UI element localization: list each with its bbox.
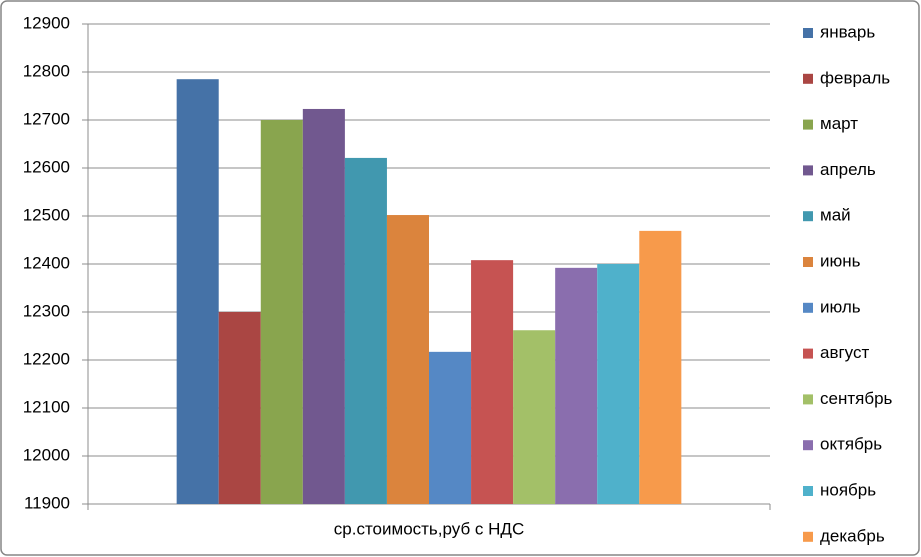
legend-swatch: [803, 348, 813, 359]
bar: [513, 330, 556, 504]
legend-swatch: [803, 28, 813, 38]
legend-label: март: [820, 114, 858, 133]
legend-swatch: [803, 119, 813, 130]
legend-label: август: [820, 343, 869, 362]
legend-label: октябрь: [820, 435, 882, 454]
legend-swatch: [803, 440, 813, 451]
legend-swatch: [803, 531, 813, 542]
y-tick-label: 12800: [23, 61, 70, 80]
y-tick-label: 11900: [24, 493, 70, 512]
bar: [639, 230, 682, 504]
legend-swatch: [803, 211, 813, 222]
y-tick-label: 12500: [23, 205, 70, 224]
legend-swatch: [803, 257, 813, 267]
legend-label: апрель: [820, 160, 876, 179]
bar: [302, 108, 345, 505]
bar: [555, 267, 598, 504]
legend-label: декабрь: [820, 526, 885, 545]
bar: [429, 351, 472, 504]
bar: [597, 264, 640, 504]
y-tick-label: 12600: [23, 157, 70, 176]
y-tick-label: 12100: [23, 397, 70, 416]
legend-swatch: [803, 394, 813, 405]
legend-label: май: [820, 206, 851, 225]
bar: [344, 157, 387, 505]
bar: [260, 120, 303, 504]
bar: [218, 312, 261, 504]
y-tick-label: 12200: [23, 349, 70, 368]
bar: [386, 215, 429, 505]
legend-swatch: [803, 165, 813, 176]
legend-label: сентябрь: [820, 389, 893, 408]
legend-label: июнь: [820, 251, 861, 270]
y-tick-label: 12300: [23, 301, 70, 320]
bar: [176, 79, 219, 504]
y-tick-label: 12000: [23, 445, 70, 464]
y-tick-label: 12900: [23, 13, 70, 32]
bar: [471, 260, 514, 504]
legend-label: июль: [820, 297, 861, 316]
legend-swatch: [803, 486, 813, 496]
legend-swatch: [803, 73, 813, 84]
legend-swatch: [803, 302, 813, 313]
x-tick-label: ср.стоимость,руб с НДС: [334, 519, 524, 538]
legend-label: февраль: [820, 68, 890, 87]
legend-label: ноябрь: [820, 480, 876, 499]
y-tick-label: 12400: [23, 253, 70, 272]
legend-label: январь: [820, 22, 875, 41]
y-tick-label: 12700: [23, 109, 70, 128]
